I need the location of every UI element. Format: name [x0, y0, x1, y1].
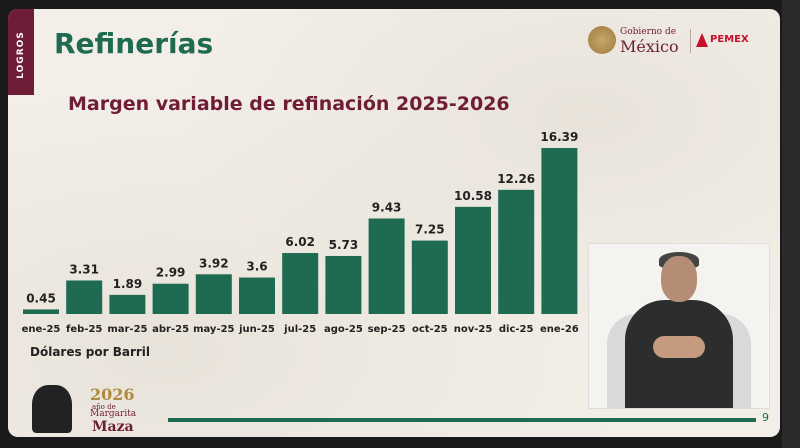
category-label: nov-25: [454, 324, 493, 335]
interpreter-head: [661, 256, 697, 302]
bar-nov-25: [455, 206, 491, 314]
seal-icon: [588, 26, 616, 54]
bar-dic-25: [498, 189, 535, 314]
value-label: 16.39: [540, 130, 578, 144]
category-label: jun-25: [238, 324, 275, 335]
footer-year: 2026: [90, 385, 135, 404]
footer-ano-de: año de: [92, 403, 116, 411]
category-label: dic-25: [499, 324, 534, 335]
gob-logo-line2: México: [620, 37, 679, 56]
margarita-maza-logo: 2026 año de Margarita Maza: [32, 381, 152, 435]
value-label: 12.26: [497, 172, 535, 186]
value-label: 3.31: [69, 262, 99, 276]
value-label: 0.45: [26, 291, 56, 305]
category-label: sep-25: [368, 324, 406, 335]
page-number: 9: [762, 411, 769, 424]
bar-feb-25: [66, 280, 103, 314]
pemex-logo-text: PEMEX: [710, 34, 749, 45]
chart-title: Margen variable de refinación 2025-2026: [68, 93, 510, 115]
category-label: abr-25: [152, 324, 189, 335]
gob-logo-line1: Gobierno de: [620, 27, 677, 37]
right-edge-strip: [782, 0, 800, 448]
portrait-icon: [32, 385, 72, 433]
footer-name1: Margarita: [90, 409, 137, 419]
bar-may-25: [195, 274, 232, 314]
bar-chart: 0.45 ene-25 3.31 feb-25 1.89 mar-25 2.99 abr-25…: [22, 130, 579, 335]
side-tab: LOGROS: [8, 9, 34, 95]
slide: LOGROS Refinerías Gobierno de México PEM…: [8, 9, 780, 437]
pemex-logo: PEMEX: [696, 31, 768, 51]
category-label: may-25: [193, 324, 234, 335]
value-label: 9.43: [372, 200, 402, 214]
category-label: ene-25: [22, 324, 61, 335]
value-label: 3.92: [199, 256, 229, 270]
interpreter-hands: [653, 336, 705, 358]
value-label: 1.89: [113, 277, 143, 291]
bar-jun-25: [239, 277, 275, 314]
bar-abr-25: [152, 283, 189, 314]
bar-ene-25: [23, 309, 59, 314]
value-label: 2.99: [156, 266, 186, 280]
category-label: ene-26: [540, 324, 579, 335]
value-label: 3.6: [246, 260, 267, 274]
footer-name2: Maza: [92, 419, 134, 435]
value-label: 5.73: [329, 238, 359, 252]
value-label: 6.02: [285, 235, 315, 249]
sign-language-interpreter-video: [588, 243, 770, 409]
logo-divider: [690, 29, 691, 53]
page-title: Refinerías: [54, 27, 214, 60]
category-label: oct-25: [412, 324, 448, 335]
gobierno-mexico-logo: Gobierno de México: [586, 23, 698, 59]
bar-mar-25: [109, 294, 146, 314]
bar-ago-25: [325, 255, 362, 314]
category-label: feb-25: [66, 324, 102, 335]
value-label: 7.25: [415, 223, 445, 237]
category-label: mar-25: [107, 324, 147, 335]
category-label: ago-25: [324, 324, 363, 335]
value-label: 10.58: [454, 189, 492, 203]
bar-ene-26: [541, 148, 578, 314]
bar-oct-25: [411, 240, 448, 314]
bar-sep-25: [368, 218, 405, 314]
unit-label: Dólares por Barril: [30, 345, 151, 359]
footer-line: [168, 418, 756, 422]
bar-jul-25: [282, 253, 319, 314]
category-label: jul-25: [283, 324, 316, 335]
